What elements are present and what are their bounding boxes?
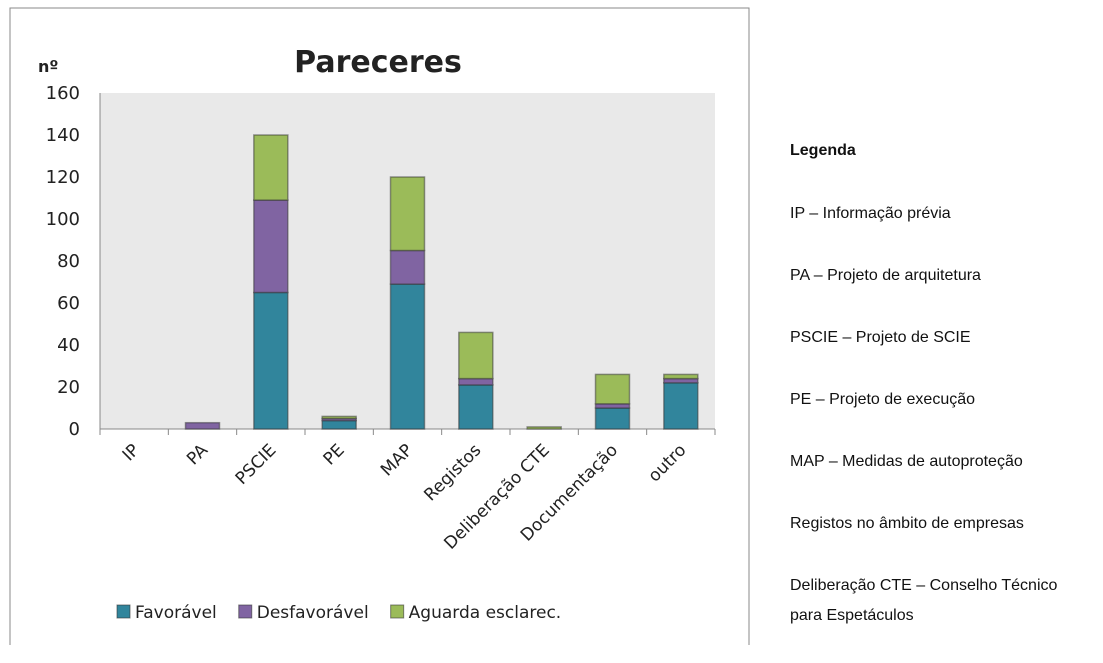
bar-segment [663,373,699,380]
bar-segment [526,426,562,430]
bar-segment [594,407,631,430]
legend-item: IP – Informação prévia [790,205,951,222]
bar-segment [458,377,494,386]
legend-item: PA – Projeto de arquitetura [790,267,981,284]
legend-swatch [238,604,253,619]
bar-segment [389,176,426,252]
bar-segment [253,291,289,430]
bar-segment [253,134,289,201]
y-axis-label: nº [38,57,58,76]
bar-segment [389,283,426,430]
y-tick-label: 100 [46,209,80,230]
legend-swatch [390,604,405,619]
y-tick-label: 60 [57,293,80,314]
bar-segment [594,373,631,405]
legend-label: Desfavorável [257,603,369,623]
side-legend: Legenda IP – Informação prévia PA – Proje… [790,137,1090,663]
legend-label: Favorável [135,603,217,623]
y-tick-label: 160 [46,83,80,104]
y-tick-label: 120 [46,167,80,188]
bar-segment [458,331,494,380]
legend-item: MAP – Medidas de autoproteção [790,453,1023,470]
legend-item: PSCIE – Projeto de SCIE [790,329,971,346]
bar-segment [321,419,357,430]
bar-segment [321,415,357,420]
bar-segment [663,382,699,430]
legend-heading: Legenda [790,142,856,159]
legend-label: Aguarda esclarec. [409,603,562,623]
legend-item: Deliberação CTE – Conselho Técnico para … [790,577,1058,624]
y-tick-label: 140 [46,125,80,146]
y-tick-label: 0 [69,419,80,440]
legend-item: Registos no âmbito de empresas [790,515,1024,532]
chart-title: Pareceres [294,45,462,80]
legend-item: PE – Projeto de execução [790,391,976,408]
y-tick-label: 40 [57,335,80,356]
bar-segment [458,384,494,430]
page: Pareceres nº 0 20 40 60 80 100 120 140 160 IP PA PS… [9,7,1058,645]
bar-segment [389,249,426,285]
bar-segment [253,199,289,294]
y-tick-label: 20 [57,377,80,398]
bar-segment [184,421,221,430]
y-tick-label: 80 [57,251,80,272]
legend-swatch [116,604,131,619]
